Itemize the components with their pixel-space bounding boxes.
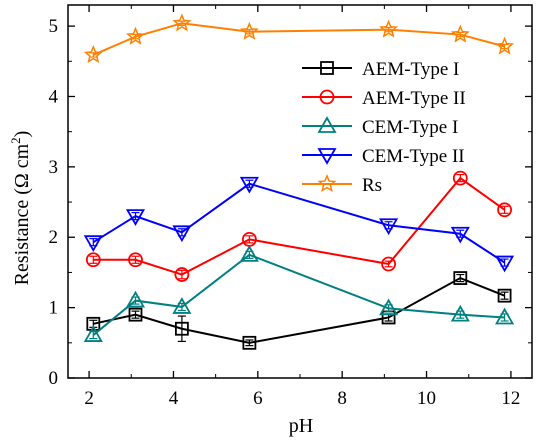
data-point	[379, 19, 399, 38]
series-line	[93, 176, 506, 276]
legend-label: AEM-Type I	[362, 59, 459, 80]
legend-label: CEM-Type I	[362, 117, 458, 138]
x-tick-label: 2	[84, 388, 94, 409]
y-tick-label: 1	[49, 298, 59, 319]
data-point	[239, 245, 259, 262]
data-point	[379, 218, 399, 236]
legend: AEM-Type I AEM-Type II CEM-Type I CEM-Type …	[302, 59, 466, 196]
series-aem-type-i	[86, 271, 512, 350]
x-axis-label: pH	[289, 415, 313, 437]
data-point	[86, 316, 101, 331]
data-point	[174, 267, 190, 282]
series-line	[92, 182, 506, 264]
y-axis-label-superscript: 2	[8, 137, 23, 144]
y-axis-label-close: )	[11, 131, 33, 138]
data-point	[450, 226, 470, 244]
legend-marker	[320, 61, 334, 75]
data-point	[452, 170, 468, 186]
data-point	[495, 255, 515, 273]
data-point	[83, 45, 103, 64]
legend-label: Rs	[362, 175, 382, 196]
data-point	[174, 321, 189, 336]
data-point	[379, 298, 399, 316]
data-point	[239, 21, 259, 40]
data-point	[239, 176, 259, 194]
data-point	[125, 209, 146, 226]
legend-item-cem-type-ii: CEM-Type II	[302, 146, 465, 167]
x-tick-label: 6	[253, 388, 263, 409]
data-point	[128, 252, 143, 268]
legend-item-aem-type-ii: AEM-Type II	[302, 88, 466, 109]
legend-marker	[319, 89, 335, 105]
data-point	[172, 225, 192, 243]
data-point	[85, 252, 101, 268]
x-tick-label: 4	[169, 388, 179, 409]
data-point	[495, 307, 515, 325]
data-point	[83, 235, 103, 252]
data-point	[450, 304, 470, 322]
data-point	[381, 256, 396, 272]
y-tick-label: 0	[49, 368, 59, 389]
data-point	[495, 36, 515, 55]
data-point	[125, 290, 146, 308]
y-tick-label: 3	[49, 157, 59, 178]
plot-frame	[67, 4, 533, 379]
plot-layer	[83, 13, 515, 350]
series-line	[92, 22, 505, 56]
legend-item-cem-type-i: CEM-Type I	[302, 116, 458, 138]
x-tick-label: 10	[417, 388, 436, 409]
legend-item-aem-type-i: AEM-Type I	[302, 59, 459, 80]
legend-label: AEM-Type II	[362, 88, 466, 109]
y-tick-label: 4	[49, 86, 59, 107]
data-point	[497, 202, 512, 218]
y-tick-label: 5	[49, 16, 59, 37]
data-point	[172, 297, 192, 314]
data-point	[172, 13, 192, 32]
data-point	[242, 335, 257, 350]
y-axis-label: Resistance (Ω cm2)	[8, 131, 33, 286]
series-cem-type-ii	[83, 176, 515, 273]
x-tick-label: 12	[501, 388, 520, 409]
series-line	[93, 276, 505, 344]
series-rs	[83, 13, 515, 64]
legend-marker	[317, 148, 337, 165]
data-point	[128, 307, 143, 322]
data-point	[453, 271, 468, 285]
legend-marker	[317, 116, 337, 133]
legend-item-rs: Rs	[302, 174, 382, 196]
series-aem-type-ii	[85, 170, 512, 282]
data-point	[83, 325, 103, 342]
y-tick-label: 2	[49, 227, 59, 248]
data-point	[497, 288, 512, 303]
x-tick-label: 8	[337, 388, 347, 409]
legend-label: CEM-Type II	[362, 146, 465, 167]
data-point	[126, 26, 145, 45]
data-point	[450, 24, 470, 43]
series-cem-type-i	[83, 245, 515, 342]
legend-marker	[317, 174, 337, 193]
